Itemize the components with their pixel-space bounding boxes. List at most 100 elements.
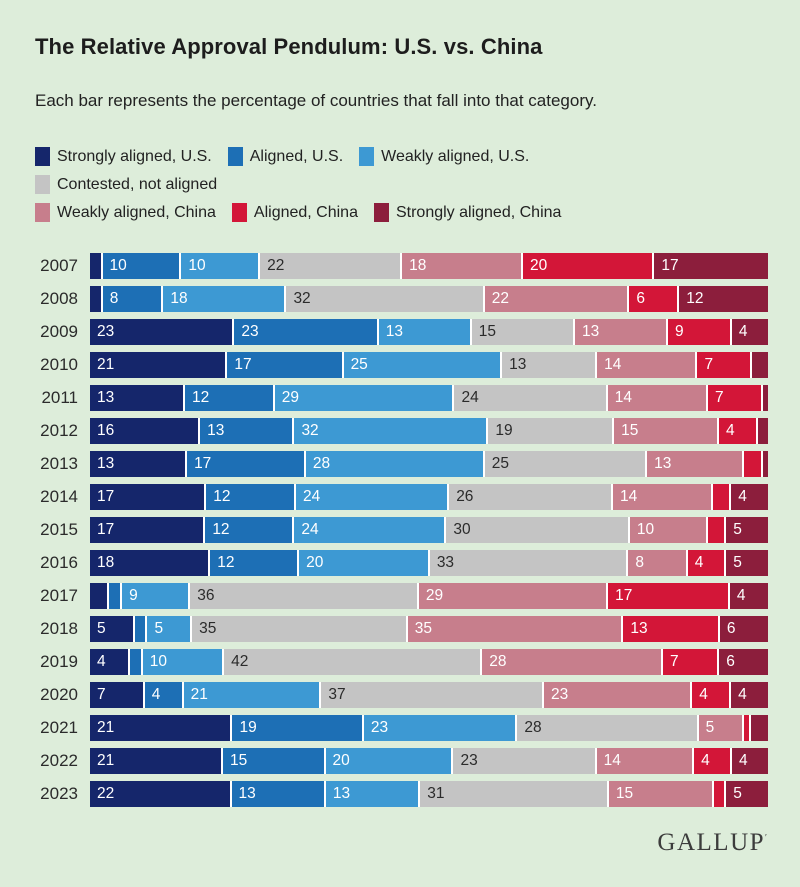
chart-row: 2022 21 15 20 23 14 4 4 — [35, 748, 769, 774]
legend-swatch-icon — [373, 203, 389, 222]
bar-segment: 20 — [299, 550, 428, 576]
bar-segment: 10 — [629, 517, 707, 543]
segment-value-label: 4 — [738, 686, 747, 703]
segment-value-label: 17 — [234, 356, 252, 373]
year-label: 2019 — [40, 652, 78, 671]
bar-segment: 23 — [453, 748, 595, 774]
bar-segment: 30 — [446, 517, 628, 543]
segment-value-label: 10 — [109, 257, 127, 274]
bar-segment: 13 — [647, 451, 743, 477]
chart-row: 2012 16 13 32 19 15 4 — [35, 418, 768, 444]
segment-value-label: 18 — [409, 257, 427, 274]
bar-segment: 29 — [418, 583, 607, 609]
segment-value-label: 5 — [97, 620, 106, 637]
stacked-bar: 7 4 21 37 23 4 4 — [90, 682, 769, 708]
bar-segment: 15 — [614, 418, 717, 444]
chart-row: 2009 23 23 13 15 13 9 4 — [35, 319, 769, 345]
bar-segment: 36 — [190, 583, 417, 609]
chart-row: 2007 10 10 22 18 20 17 — [35, 253, 769, 279]
segment-value-label: 14 — [604, 356, 622, 373]
bar-segment: 10 — [181, 253, 259, 279]
segment-value-label: 15 — [230, 752, 248, 769]
bar-segment: 8 — [102, 286, 162, 312]
segment-value-label: 17 — [661, 257, 679, 274]
segment-value-label: 6 — [726, 653, 735, 670]
legend-swatch-icon — [35, 147, 50, 166]
chart-row: 2023 22 13 13 31 15 5 — [35, 781, 768, 807]
legend-label: Contested, not aligned — [57, 175, 218, 193]
stacked-bar: 21 17 25 13 14 7 — [90, 352, 768, 378]
bar-segment: 15 — [471, 319, 573, 345]
year-label: 2009 — [40, 322, 78, 341]
year-label: 2007 — [40, 256, 78, 275]
bar-segment: 7 — [663, 649, 718, 675]
segment-value-label: 12 — [217, 554, 235, 571]
bar-segment: 5 — [90, 616, 133, 642]
legend-swatch-icon — [231, 203, 247, 222]
stacked-bar: 9 36 29 17 4 — [90, 583, 768, 609]
year-label: 2014 — [40, 487, 78, 506]
segment-value-label: 26 — [456, 488, 474, 505]
stacked-bar: 8 18 32 22 6 12 — [90, 286, 768, 312]
segment-value-label: 8 — [635, 554, 644, 571]
bar-segment: 21 — [90, 352, 226, 378]
page-title: The Relative Approval Pendulum: U.S. vs.… — [35, 34, 543, 59]
bar-segment: 19 — [232, 715, 362, 741]
bar-segment: 17 — [608, 583, 728, 609]
segment-value-label: 35 — [199, 620, 217, 637]
segment-value-label: 32 — [301, 422, 319, 439]
segment-value-label: 4 — [736, 587, 746, 604]
year-label: 2021 — [40, 718, 78, 737]
bar-segment — [751, 715, 768, 741]
segment-value-label: 13 — [509, 356, 527, 373]
stacked-bar: 17 12 24 30 10 5 — [90, 517, 768, 543]
segment-value-label: 30 — [453, 521, 471, 538]
segment-value-label: 8 — [109, 290, 119, 307]
bar-segment: 4 — [694, 748, 731, 774]
bar-segment: 4 — [718, 418, 756, 444]
bar-segment: 13 — [575, 319, 666, 345]
legend-item: Aligned, U.S. — [227, 147, 343, 166]
gallup-logo: GALLUP′ — [657, 829, 767, 856]
segment-value-label: 4 — [738, 323, 748, 340]
bar-segment: 31 — [420, 781, 607, 807]
year-label: 2008 — [40, 289, 78, 308]
segment-value-label: 32 — [293, 290, 311, 307]
legend-label: Weakly aligned, U.S. — [381, 147, 530, 165]
bar-segment — [713, 484, 730, 510]
stacked-bar: 10 10 22 18 20 17 — [90, 253, 769, 279]
chart-row: 2017 9 36 29 17 4 — [35, 583, 768, 609]
segment-value-label: 23 — [97, 323, 115, 340]
segment-value-label: 21 — [97, 719, 115, 736]
bar-segment: 13 — [325, 781, 419, 807]
legend-label: Aligned, China — [253, 203, 358, 221]
bar-segment — [90, 583, 107, 609]
segment-value-label: 10 — [636, 521, 655, 538]
segment-value-label: 13 — [207, 422, 225, 439]
legend-item: Aligned, China — [231, 203, 358, 222]
bar-segment: 10 — [142, 649, 223, 675]
bar-segment: 20 — [522, 253, 653, 279]
chart-row: 2010 21 17 25 13 14 7 — [35, 352, 768, 378]
bar-segment: 7 — [90, 682, 143, 708]
segment-value-label: 4 — [738, 488, 747, 505]
bar-segment: 9 — [122, 583, 189, 609]
chart-row: 2021 21 19 23 28 5 — [35, 715, 768, 741]
chart-row: 2008 8 18 32 22 6 12 — [35, 286, 768, 312]
bar-segment: 16 — [90, 418, 199, 444]
trademark-mark: ′ — [765, 832, 767, 843]
segment-value-label: 37 — [328, 686, 346, 703]
segment-value-label: 16 — [97, 422, 115, 439]
bar-segment: 29 — [274, 385, 453, 411]
segment-value-label: 4 — [725, 422, 735, 439]
segment-value-label: 15 — [615, 785, 634, 802]
segment-value-label: 31 — [427, 785, 445, 802]
segment-value-label: 13 — [97, 455, 115, 472]
bar-segment: 7 — [697, 352, 751, 378]
segment-value-label: 25 — [350, 356, 368, 373]
bar-segment: 4 — [731, 319, 769, 345]
segment-value-label: 4 — [97, 653, 106, 670]
legend: Strongly aligned, U.S. Aligned, U.S. Weakl… — [35, 147, 768, 222]
segment-value-label: 14 — [603, 752, 621, 769]
segment-value-label: 9 — [129, 587, 138, 604]
